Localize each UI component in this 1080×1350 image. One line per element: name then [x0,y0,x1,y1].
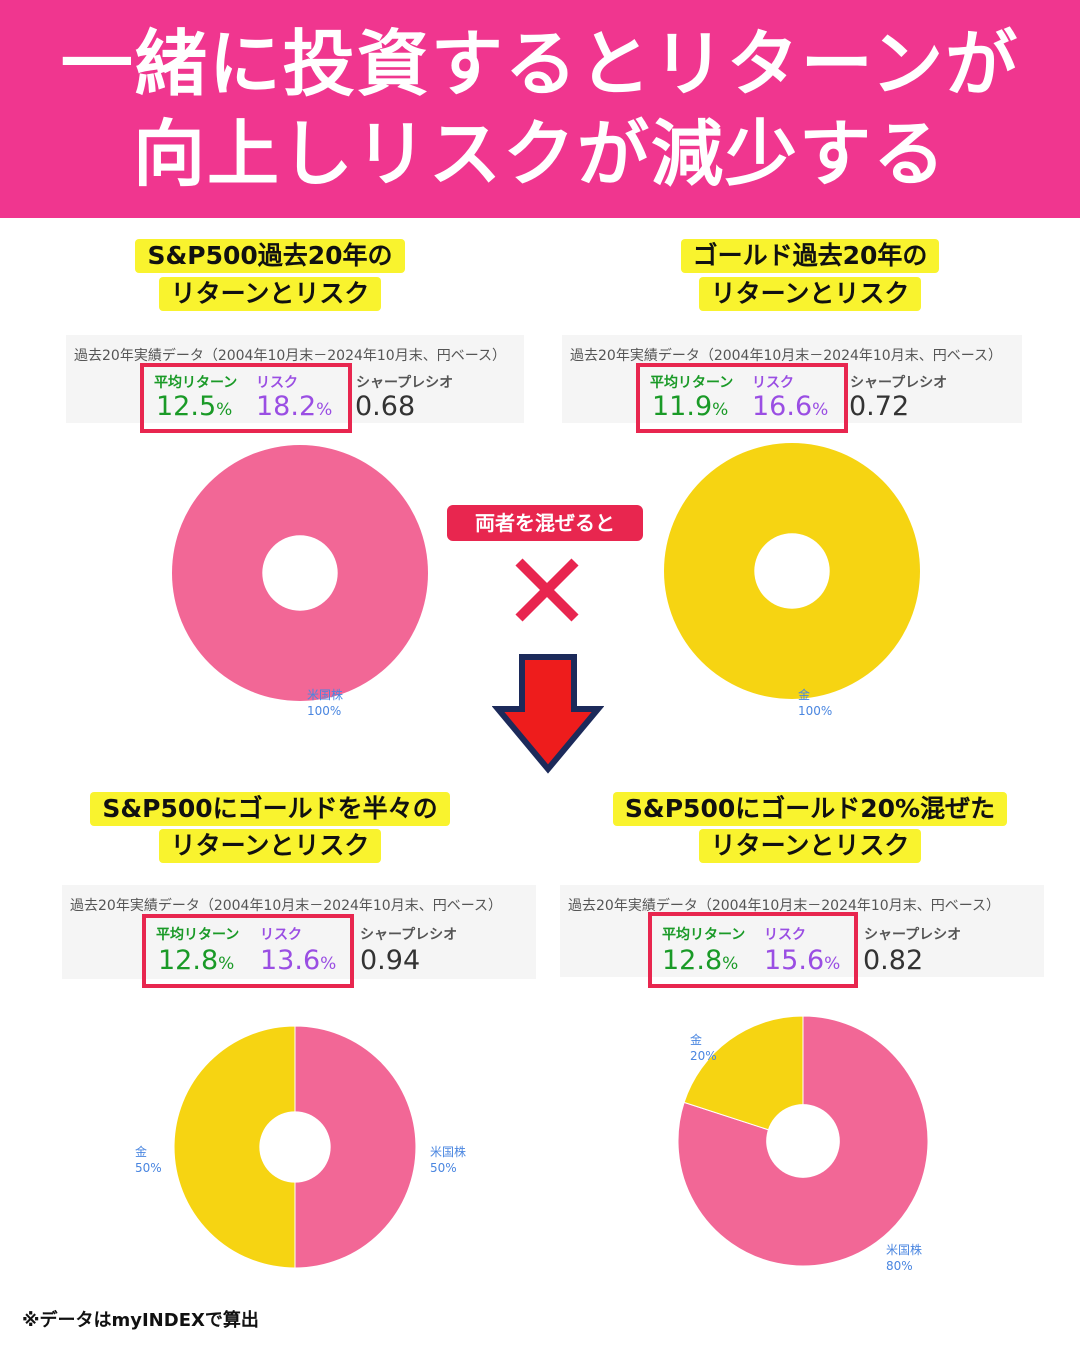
stats-box: 過去20年実績データ（2004年10月末－2024年10月末、円ベース） 平均リ… [66,335,524,433]
sharpe-value: 0.94 [360,945,421,976]
sharpe-label: シャープレシオ [356,375,454,391]
highlight-box [142,914,354,988]
risk-value: 13.6% [260,945,337,976]
header-banner: 一緒に投資するとリターンが 向上しリスクが減少する [0,0,1080,218]
panel-title-line-1: S&P500にゴールドを半々の [90,792,450,826]
headline-line-2: 向上しリスクが減少する [132,112,947,196]
stats-caption: 過去20年実績データ（2004年10月末－2024年10月末、円ベース） [570,348,1002,364]
stats-box: 過去20年実績データ（2004年10月末－2024年10月末、円ベース） 平均リ… [560,885,1044,988]
panel-title-line-1: ゴールド過去20年の [680,239,940,273]
highlight-box [140,363,352,433]
pie-label-gold: 金 100% [798,688,833,718]
donut-hole [259,1111,331,1183]
return-value: 12.5% [156,391,233,422]
panel-title-line-1: S&P500過去20年の [135,239,405,273]
pie-slice-gold [683,1015,804,1142]
return-label: 平均リターン [650,375,734,391]
risk-label: リスク [256,375,298,391]
return-label: 平均リターン [154,375,238,391]
pie-label-us-stock: 米国株 50% [430,1145,467,1175]
sharpe-label: シャープレシオ [850,375,948,391]
donut-chart [173,1025,417,1269]
panel-title-line-2: リターンとリスク [158,277,382,311]
stats-box: 過去20年実績データ（2004年10月末－2024年10月末、円ベース） 平均リ… [62,885,536,988]
mix-badge: 両者を混ぜると [447,505,643,541]
multiply-icon [515,558,579,622]
risk-label: リスク [752,375,794,391]
risk-label: リスク [260,927,302,943]
sharpe-value: 0.68 [355,391,416,422]
panel-title-line-2: リターンとリスク [698,829,922,863]
donut-hole [754,533,830,609]
return-label: 平均リターン [662,927,746,943]
footnote: ※データはmyINDEXで算出 [22,1310,259,1331]
stats-caption: 過去20年実績データ（2004年10月末－2024年10月末、円ベース） [70,898,502,914]
pie-label-us-stock: 米国株 80% [886,1243,923,1273]
donut-chart [172,445,428,701]
stats-box: 過去20年実績データ（2004年10月末－2024年10月末、円ベース） 平均リ… [562,335,1022,433]
donut-chart [677,1015,929,1267]
pie-label-gold: 金 50% [135,1145,162,1175]
risk-value: 16.6% [752,391,829,422]
stats-caption: 過去20年実績データ（2004年10月末－2024年10月末、円ベース） [74,348,506,364]
donut-hole [766,1104,840,1178]
highlight-box [636,363,848,433]
pie-slice-us-stock [294,1025,417,1269]
sharpe-label: シャープレシオ [864,927,962,943]
panel-sp500: S&P500過去20年の リターンとリスク 過去20年実績データ（2004年10… [0,225,540,785]
risk-value: 15.6% [764,945,841,976]
pie-label-gold: 金 20% [690,1033,717,1063]
panel-gold-20: S&P500にゴールド20%混ぜた リターンとリスク 過去20年実績データ（20… [540,780,1080,1300]
donut-chart [664,443,920,699]
pie-label-us-stock: 米国株 100% [307,688,344,718]
panel-title-line-2: リターンとリスク [698,277,922,311]
highlight-box [648,912,858,988]
return-value: 12.8% [158,945,235,976]
return-label: 平均リターン [156,927,240,943]
donut-hole [262,535,338,611]
return-value: 12.8% [662,945,739,976]
stats-caption: 過去20年実績データ（2004年10月末－2024年10月末、円ベース） [568,898,1000,914]
sharpe-value: 0.72 [849,391,910,422]
panel-half-half: S&P500にゴールドを半々の リターンとリスク 過去20年実績データ（2004… [0,780,540,1300]
pie-slice-gold [173,1025,296,1269]
panel-title-line-2: リターンとリスク [158,829,382,863]
down-arrow-icon [492,654,604,774]
risk-value: 18.2% [256,391,333,422]
sharpe-label: シャープレシオ [360,927,458,943]
risk-label: リスク [764,927,806,943]
sharpe-value: 0.82 [863,945,924,976]
panel-gold: ゴールド過去20年の リターンとリスク 過去20年実績データ（2004年10月末… [540,225,1080,785]
headline-line-1: 一緒に投資するとリターンが [60,22,1020,106]
panel-title-line-1: S&P500にゴールド20%混ぜた [612,792,1008,826]
return-value: 11.9% [652,391,729,422]
